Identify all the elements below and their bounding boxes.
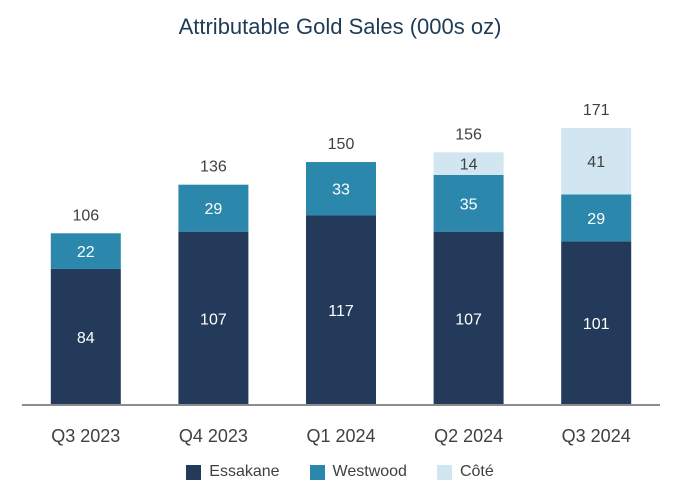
bar-segment-essakane	[178, 231, 249, 405]
data-label-westwood: 33	[332, 182, 350, 199]
bar-segment-westwood	[178, 184, 249, 232]
x-tick-label: Q4 2023	[179, 426, 248, 446]
bar-segment-essakane	[433, 231, 504, 405]
bar-segment-westwood	[50, 233, 121, 269]
data-label-essakane: 101	[583, 316, 610, 333]
data-label-westwood: 22	[77, 244, 95, 261]
data-label-westwood: 35	[460, 196, 478, 213]
bar-segment-westwood	[561, 194, 632, 242]
total-label: 106	[72, 207, 99, 224]
total-label: 136	[200, 159, 227, 176]
total-label: 156	[455, 126, 482, 143]
legend-swatch-essakane	[186, 464, 202, 480]
data-label-ct: 41	[587, 154, 605, 171]
x-tick-label: Q3 2023	[51, 426, 120, 446]
legend: Essakane Westwood Côté	[0, 463, 680, 481]
total-label: 171	[583, 102, 610, 119]
data-label-ct: 14	[460, 157, 478, 174]
data-label-westwood: 29	[205, 201, 223, 218]
bar-segment-ct	[433, 152, 504, 175]
data-label-essakane: 107	[200, 311, 227, 328]
legend-swatch-cote	[436, 464, 452, 480]
legend-item-westwood: Westwood	[309, 463, 407, 481]
legend-label-essakane: Essakane	[209, 463, 280, 480]
x-tick-label: Q1 2024	[306, 426, 375, 446]
legend-label-cote: Côté	[459, 463, 494, 480]
data-label-essakane: 107	[455, 311, 482, 328]
bar-segment-westwood	[306, 162, 376, 216]
bar-segment-essakane	[306, 215, 376, 405]
legend-item-essakane: Essakane	[186, 463, 280, 481]
legend-label-westwood: Westwood	[332, 463, 407, 480]
total-label: 150	[328, 136, 355, 153]
bar-segment-essakane	[561, 241, 632, 405]
legend-swatch-westwood	[309, 464, 325, 480]
bar-segment-ct	[561, 128, 632, 195]
data-label-essakane: 84	[77, 330, 95, 347]
data-label-essakane: 117	[328, 303, 354, 320]
chart-title: Attributable Gold Sales (000s oz)	[178, 14, 502, 39]
x-tick-label: Q3 2024	[562, 426, 631, 446]
data-label-westwood: 29	[587, 211, 605, 228]
bar-segment-westwood	[433, 174, 504, 232]
x-tick-label: Q2 2024	[434, 426, 503, 446]
legend-item-cote: Côté	[436, 463, 494, 481]
bar-segment-essakane	[50, 268, 121, 405]
